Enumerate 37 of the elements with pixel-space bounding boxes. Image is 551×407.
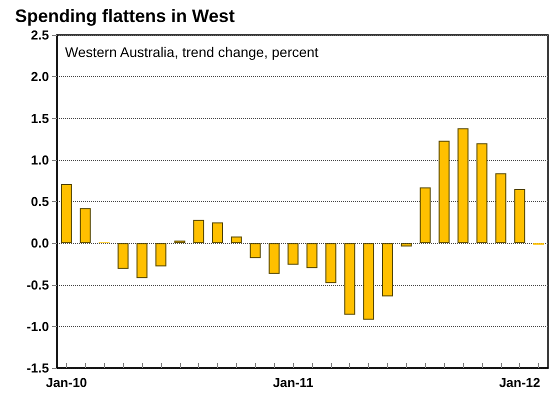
- bar: [400, 243, 412, 246]
- bar: [306, 243, 318, 268]
- y-tick-label: 0.0: [30, 236, 49, 251]
- bar: [420, 187, 431, 244]
- bar: [230, 236, 242, 244]
- chart-title: Spending flattens in West: [15, 6, 235, 26]
- y-tick-label: -1.5: [26, 360, 49, 376]
- bar: [288, 243, 299, 265]
- bar: [514, 189, 526, 244]
- x-tick-label: Jan-10: [46, 375, 88, 390]
- bar: [212, 222, 223, 244]
- x-tick-label: Jan-11: [272, 375, 314, 390]
- y-tick-label: 0.5: [30, 194, 49, 209]
- x-tick-label: Jan-12: [499, 375, 540, 390]
- y-tick-label: 1.0: [30, 152, 49, 168]
- bar: [155, 243, 166, 266]
- y-tick-label: 1.5: [30, 110, 49, 126]
- bar: [344, 243, 356, 315]
- bar: [80, 208, 91, 244]
- bar: [136, 243, 148, 278]
- bar: [363, 243, 374, 320]
- bar: [193, 220, 204, 244]
- bar: [60, 184, 72, 244]
- bar: [118, 243, 129, 269]
- text: Western Australia, trend change, percent: [65, 44, 319, 60]
- y-tick-label: -0.5: [26, 277, 49, 292]
- bar: [438, 140, 450, 244]
- y-tick-label: -1.0: [26, 318, 49, 334]
- bar: [458, 128, 468, 244]
- bar: [476, 143, 488, 244]
- bar: [382, 243, 393, 296]
- bar: [268, 243, 280, 274]
- y-tick-label: 2.5: [30, 28, 49, 42]
- bar: [495, 173, 506, 244]
- bar: [325, 243, 336, 284]
- bar: [250, 243, 261, 258]
- y-tick-label: 2.0: [30, 69, 49, 84]
